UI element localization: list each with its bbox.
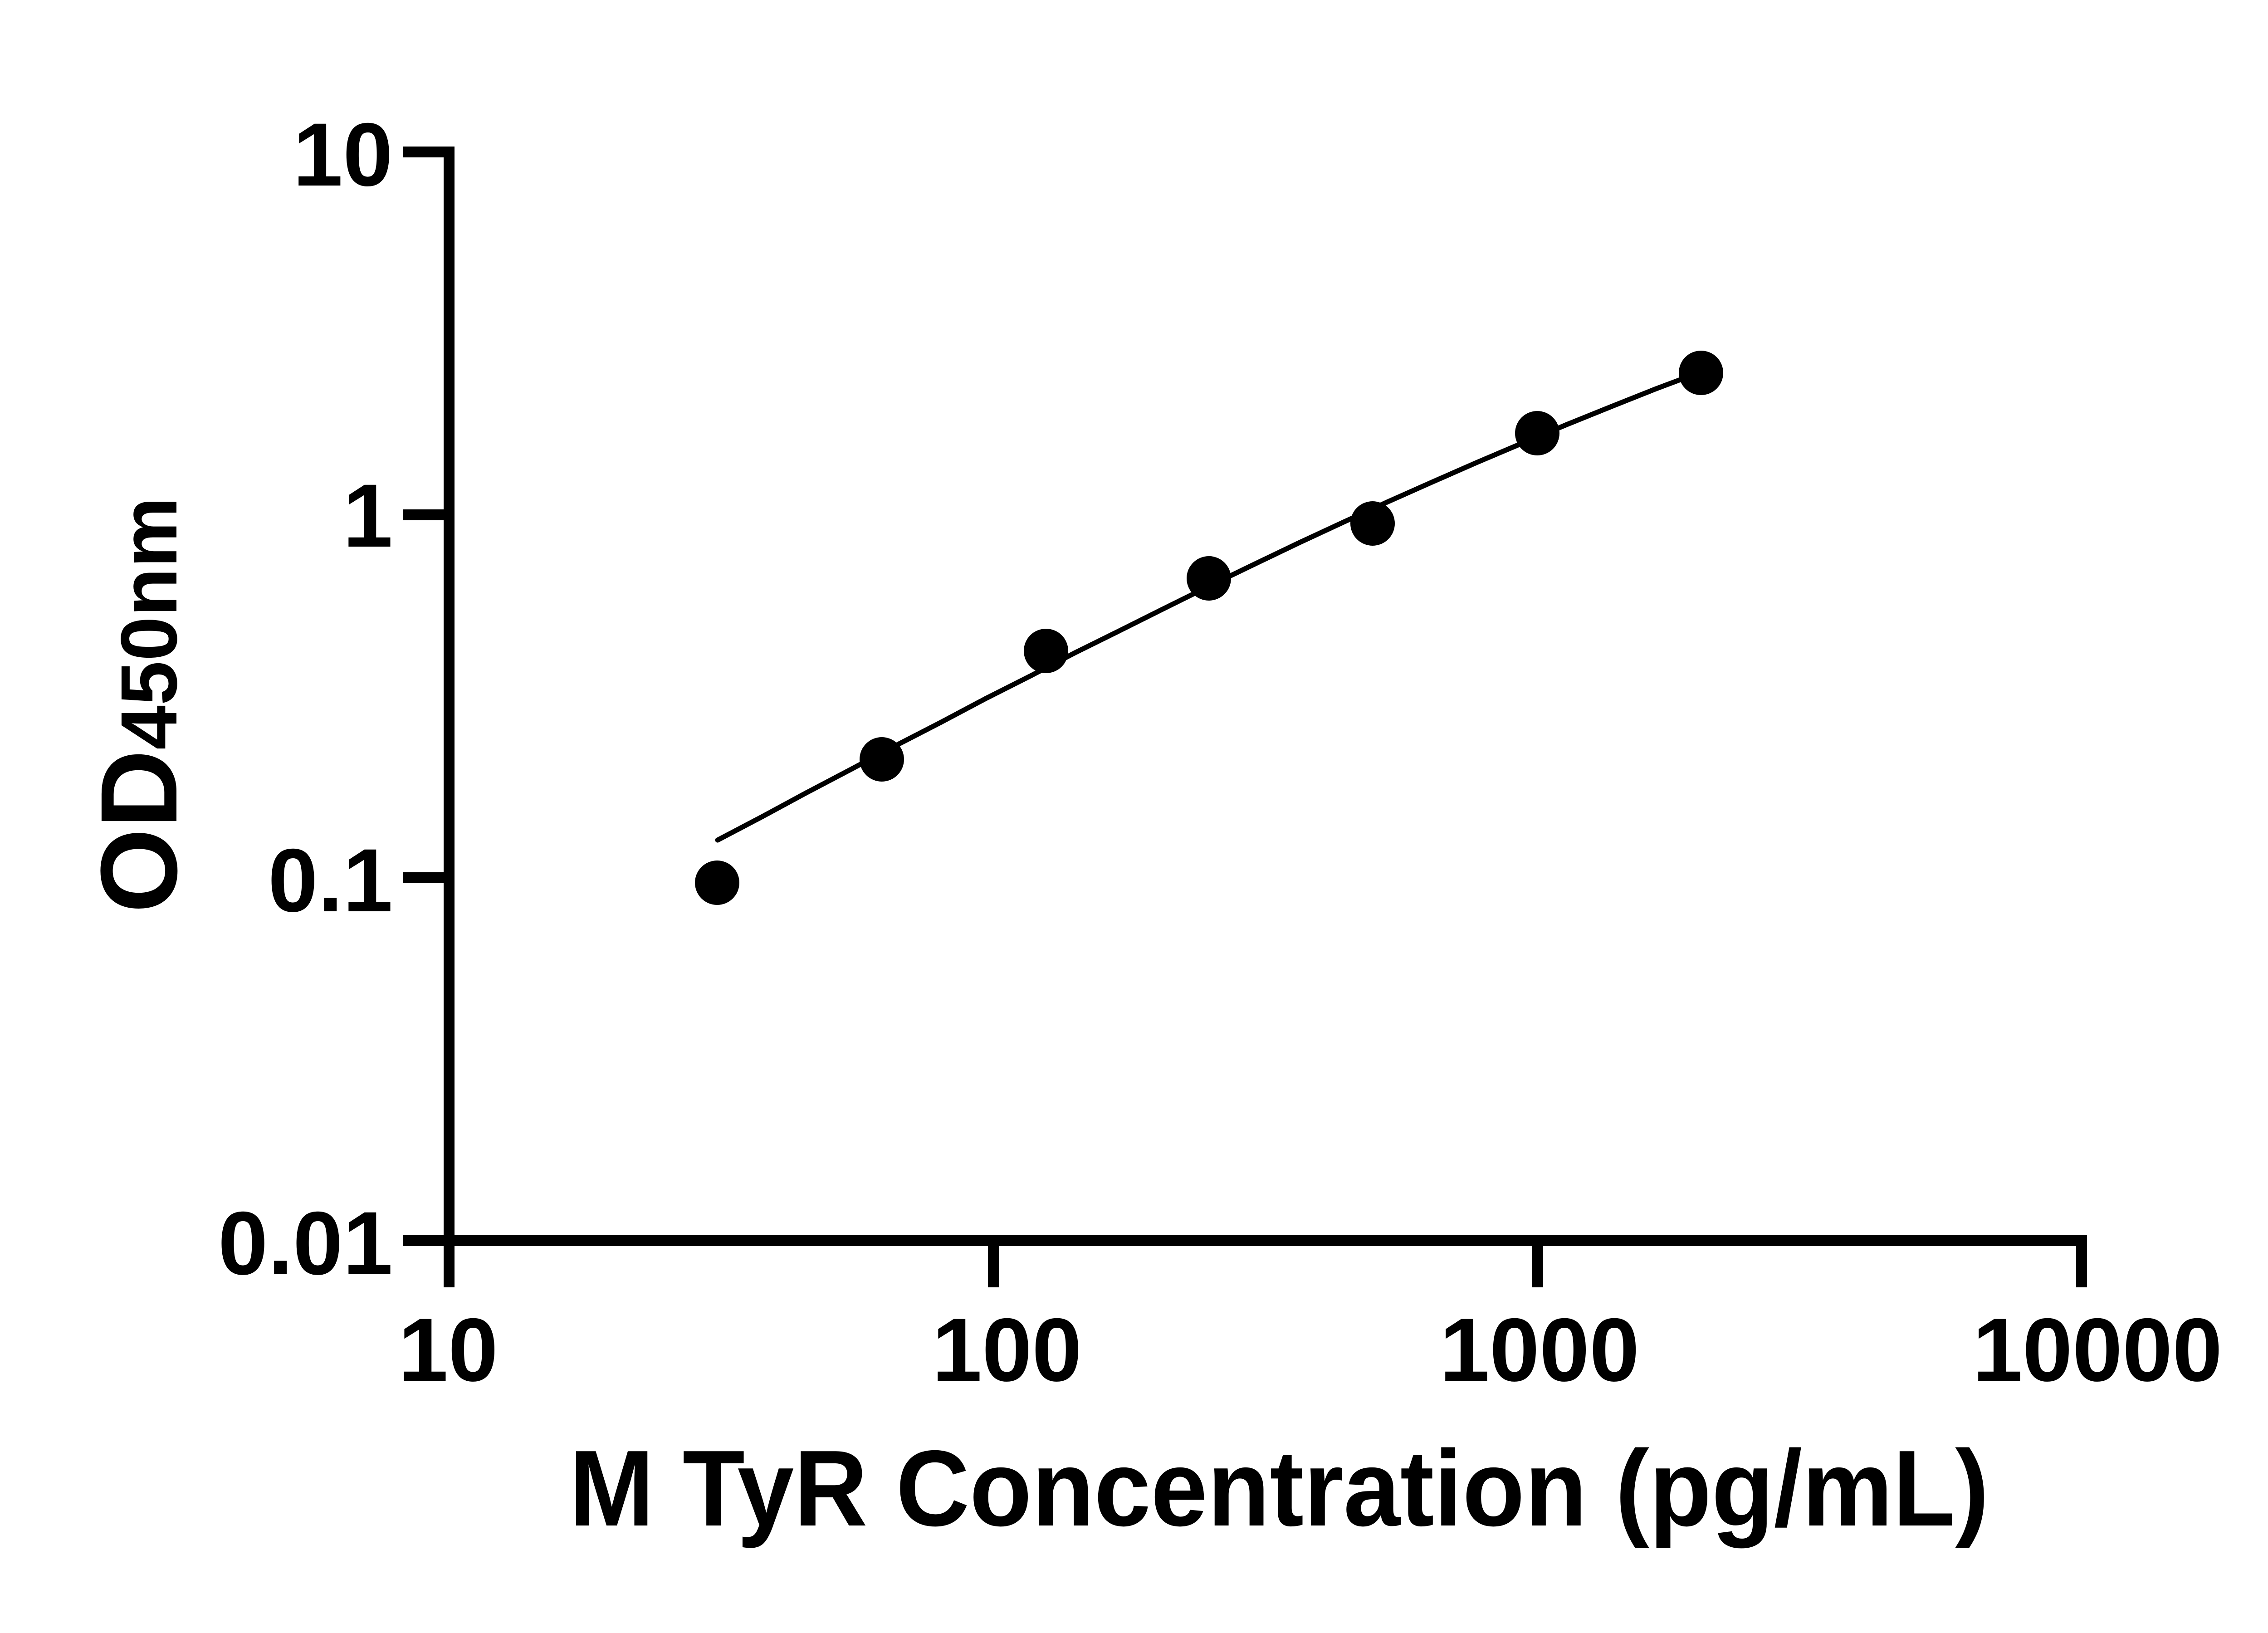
svg-text:1: 1 bbox=[343, 465, 393, 566]
svg-text:10: 10 bbox=[398, 1300, 498, 1400]
svg-text:10: 10 bbox=[293, 104, 393, 205]
svg-text:0.1: 0.1 bbox=[268, 830, 393, 930]
svg-text:0.01: 0.01 bbox=[218, 1193, 393, 1293]
svg-text:1000: 1000 bbox=[1440, 1300, 1639, 1400]
svg-text:10000: 10000 bbox=[1973, 1300, 2223, 1400]
svg-text:100: 100 bbox=[932, 1300, 1082, 1400]
svg-text:M TyR Concentration (pg/mL): M TyR Concentration (pg/mL) bbox=[569, 1428, 1989, 1549]
